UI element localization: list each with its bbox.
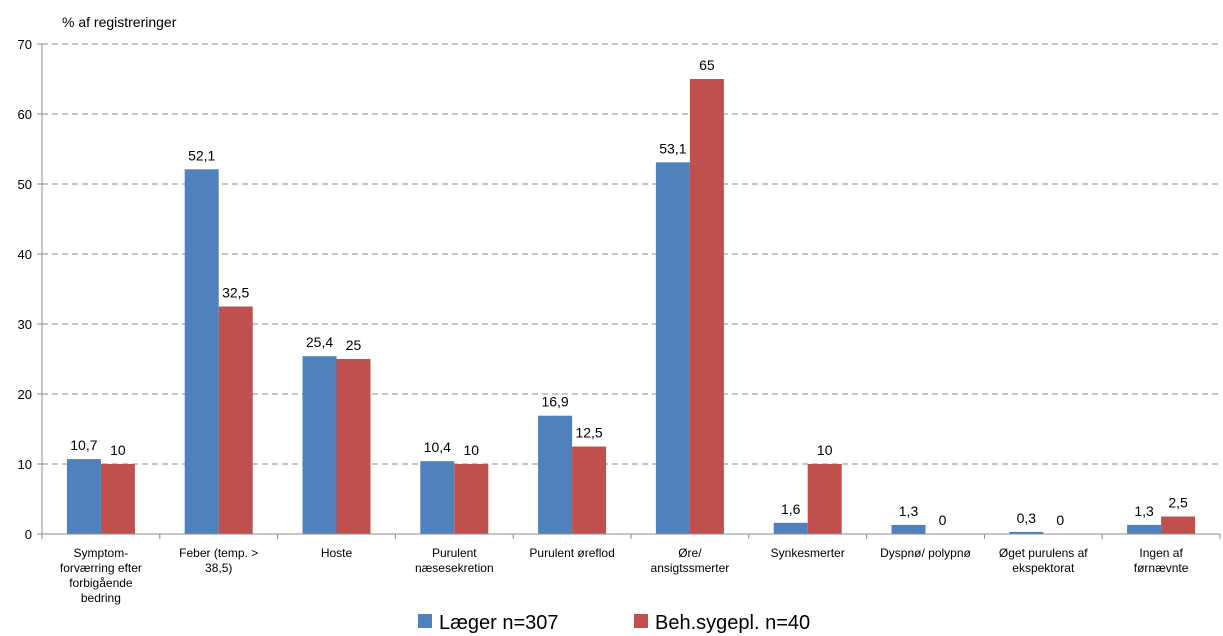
bar-laeger <box>538 415 573 534</box>
data-label: 1,3 <box>899 503 919 519</box>
bar-behsygepl <box>1161 516 1196 534</box>
bar-laeger <box>184 169 219 535</box>
x-category-label: Hoste <box>321 546 353 560</box>
category-labels: Symptom-forværring efter forbigående bedri… <box>60 546 1189 605</box>
bar-behsygepl <box>807 464 842 534</box>
y-tick-label: 70 <box>18 37 32 52</box>
bar-laeger <box>655 162 690 535</box>
bar-behsygepl <box>689 79 724 534</box>
bar-behsygepl <box>336 359 371 534</box>
data-label: 65 <box>699 57 715 73</box>
bar-behsygepl <box>100 464 135 534</box>
data-label: 1,3 <box>1134 503 1154 519</box>
data-label: 1,6 <box>781 501 801 517</box>
data-label: 25,4 <box>306 334 333 350</box>
x-category-label: Synkesmerter <box>771 546 845 560</box>
bar-laeger <box>420 461 455 534</box>
x-category-label: Dyspnø/ polypnø <box>880 546 971 560</box>
data-label: 10,7 <box>70 437 97 453</box>
data-label: 2,5 <box>1168 495 1188 511</box>
y-tick-label: 50 <box>18 177 32 192</box>
x-category-label: Øre/ansigtssmerter <box>651 546 730 575</box>
bar-laeger <box>302 356 337 534</box>
bar-behsygepl <box>218 306 253 534</box>
data-label: 0 <box>1056 512 1064 528</box>
y-tick-label: 60 <box>18 107 32 122</box>
legend-label: Læger n=307 <box>439 612 559 634</box>
bar-laeger <box>1009 531 1044 534</box>
data-label: 52,1 <box>188 147 215 163</box>
data-label: 10 <box>464 442 480 458</box>
bar-laeger <box>773 522 808 534</box>
legend-label: Beh.sygepl. n=40 <box>655 612 810 634</box>
data-label: 10,4 <box>424 439 451 455</box>
data-label: 12,5 <box>575 425 602 441</box>
y-tick-label: 20 <box>18 387 32 402</box>
gridlines <box>42 43 1220 465</box>
y-axis-title: % af registreringer <box>62 14 177 30</box>
bar-laeger <box>891 524 926 534</box>
data-label: 10 <box>817 442 833 458</box>
bar-laeger <box>1127 524 1162 534</box>
x-category-label: Øget purulens af ekspektorat <box>999 546 1088 575</box>
y-tick-label: 0 <box>25 527 32 542</box>
data-label: 10 <box>110 442 126 458</box>
data-label: 53,1 <box>659 140 686 156</box>
x-category-label: Symptom-forværring efter forbigående bedri… <box>60 546 142 605</box>
bar-behsygepl <box>572 446 607 534</box>
y-tick-label: 40 <box>18 247 32 262</box>
data-label: 0 <box>939 512 947 528</box>
x-category-label: Feber (temp. >38,5) <box>179 546 258 575</box>
legend-swatch <box>418 614 432 628</box>
data-labels: 10,7 52,1 25,4 10,4 16,9 53,1 1,6 1,3 0,3 1,3 10 32… <box>70 57 1188 528</box>
y-axis-ticks: 0 10 20 30 40 50 60 70 <box>18 37 42 542</box>
legend: Læger n=307 Beh.sygepl. n=40 <box>418 612 810 634</box>
data-label: 0,3 <box>1017 510 1037 526</box>
legend-swatch <box>634 614 648 628</box>
bars <box>66 79 1196 535</box>
y-tick-label: 10 <box>18 457 32 472</box>
bar-behsygepl <box>454 464 489 534</box>
axes <box>41 44 1221 539</box>
y-tick-label: 30 <box>18 317 32 332</box>
x-category-label: Purulent øreflod <box>529 546 614 560</box>
data-label: 32,5 <box>222 285 249 301</box>
bar-laeger <box>66 459 101 534</box>
data-label: 25 <box>346 337 362 353</box>
x-category-label: Ingen af førnævnte <box>1134 546 1189 575</box>
data-label: 16,9 <box>541 394 568 410</box>
x-category-label: Purulent næsesekretion <box>415 546 494 575</box>
